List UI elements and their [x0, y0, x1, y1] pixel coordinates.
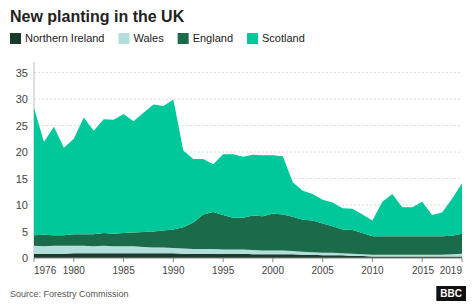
grid-line — [34, 258, 462, 259]
x-tick — [123, 258, 124, 262]
y-tick-label: 10 — [16, 199, 28, 211]
x-tick-label: 1995 — [212, 265, 235, 276]
legend-swatch — [10, 33, 21, 44]
x-tick-label: 2010 — [361, 265, 384, 276]
legend-label: England — [193, 32, 233, 44]
x-tick-label: 2005 — [312, 265, 335, 276]
x-tick — [272, 258, 273, 262]
y-tick-label: 30 — [16, 93, 28, 105]
legend-label: Northern Ireland — [25, 32, 105, 44]
legend-swatch — [119, 33, 130, 44]
x-tick — [34, 258, 35, 262]
x-tick — [173, 258, 174, 262]
y-tick-label: 15 — [16, 173, 28, 185]
source: Source: Forestry Commission — [10, 289, 129, 299]
x-tick-label: 1980 — [63, 265, 86, 276]
x-tick-label: 2000 — [262, 265, 285, 276]
x-tick-label: 1976 — [34, 265, 57, 276]
y-tick-label: 25 — [16, 120, 28, 132]
logo-text: BBC — [440, 288, 462, 299]
x-axis-line — [34, 258, 462, 259]
y-axis: 0 5 10 15 20 25 30 35 — [16, 67, 462, 264]
x-tick-label: 1990 — [162, 265, 185, 276]
y-tick-label: 20 — [16, 146, 28, 158]
x-tick — [223, 258, 224, 262]
legend-swatch — [178, 33, 189, 44]
area — [34, 100, 462, 237]
x-tick — [372, 258, 373, 262]
y-tick-label: 5 — [22, 226, 28, 238]
y-tick-label: 35 — [16, 67, 28, 79]
logo: BBC — [436, 286, 466, 301]
legend-label: Scotland — [262, 32, 305, 44]
x-axis: 1976 1980 1985 1990 1995 2000 2005 2010 2015 2019 — [34, 258, 462, 276]
legend: Northern Ireland Wales England Scotland — [10, 32, 305, 44]
x-tick — [462, 258, 463, 262]
grid-line — [34, 72, 462, 73]
x-tick — [322, 258, 323, 262]
areas — [34, 100, 462, 258]
legend-label: Wales — [134, 32, 165, 44]
title: New planting in the UK — [10, 8, 185, 25]
grid-line — [34, 99, 462, 100]
chart: New planting in the UK 0 5 10 15 20 25 30 35 1976… — [0, 0, 474, 305]
x-tick-label: 2015 — [412, 265, 435, 276]
x-tick — [422, 258, 423, 262]
x-tick-label: 2019 — [440, 265, 463, 276]
legend-swatch — [247, 33, 258, 44]
x-tick-label: 1985 — [112, 265, 135, 276]
logo-box — [436, 286, 466, 301]
y-tick-label: 0 — [22, 252, 28, 264]
x-tick — [73, 258, 74, 262]
